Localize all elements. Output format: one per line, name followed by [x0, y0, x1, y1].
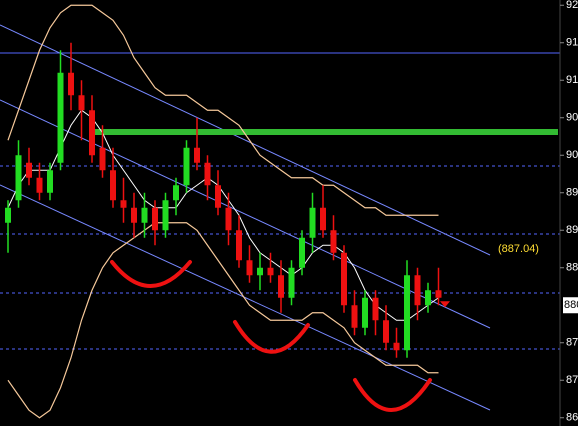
candle-body: [267, 267, 274, 276]
candle-body: [36, 177, 43, 193]
candle-body: [99, 147, 106, 171]
candle-body: [404, 275, 410, 351]
channel-line: [0, 184, 491, 411]
channel-line: [0, 24, 491, 256]
candle-body: [278, 275, 284, 298]
candle-body: [194, 147, 200, 163]
candle-body: [362, 297, 368, 328]
price-pointer: [440, 301, 450, 308]
candle-body: [414, 275, 421, 306]
candle-body: [131, 207, 137, 223]
candle-body: [120, 200, 127, 208]
candle-body: [47, 170, 53, 193]
candle-body: [110, 170, 116, 201]
candle-body: [57, 72, 64, 163]
candle-body: [68, 72, 74, 96]
candle-body: [288, 267, 295, 298]
pattern-mark: [353, 378, 432, 412]
candle-body: [383, 320, 389, 343]
lower-band: [7, 222, 439, 419]
price-annotation: (887.04): [498, 243, 539, 255]
candle-body: [246, 260, 253, 276]
candle-body: [215, 185, 221, 208]
y-tick-label: 910: [566, 74, 578, 86]
candle-body: [162, 200, 169, 231]
candle-body: [225, 207, 232, 231]
pattern-mark: [110, 260, 192, 288]
moving-average: [7, 109, 439, 321]
price-label: 880: [564, 299, 578, 311]
candle-body: [15, 155, 22, 201]
candle-body: [309, 207, 316, 238]
candle-body: [173, 185, 179, 201]
y-tick-label: 900: [566, 149, 578, 161]
y-tick-label: 865: [566, 412, 578, 424]
candle-body: [26, 162, 32, 178]
pattern-mark: [233, 320, 310, 354]
candle-body: [78, 95, 85, 111]
marks: [5, 4, 442, 419]
candle-body: [393, 342, 400, 351]
upper-band: [7, 4, 439, 216]
candle-body: [351, 305, 358, 328]
candle-body: [330, 230, 337, 253]
y-tick-label: 920: [566, 0, 578, 11]
candle-body: [299, 237, 305, 268]
candle-body: [5, 207, 11, 223]
y-tick-label: 905: [566, 112, 578, 124]
candle-body: [257, 267, 263, 276]
y-tick-label: 890: [566, 224, 578, 236]
candle-body: [372, 297, 379, 321]
candle-body: [341, 252, 347, 306]
candle-body: [204, 162, 211, 186]
candle-body: [425, 290, 431, 306]
y-tick-label: 875: [566, 337, 578, 349]
candle-body: [320, 207, 326, 231]
candle-body: [183, 147, 190, 186]
y-tick-label: 885: [566, 262, 578, 274]
candle-body: [236, 230, 242, 261]
y-tick-label: 915: [566, 37, 578, 49]
price-box: [563, 297, 578, 314]
candle-body: [435, 290, 442, 298]
candle-body: [152, 207, 158, 231]
candle-body: [89, 110, 95, 156]
y-tick-label: 895: [566, 187, 578, 199]
candle-body: [141, 207, 148, 223]
y-tick-label: 870: [566, 374, 578, 386]
